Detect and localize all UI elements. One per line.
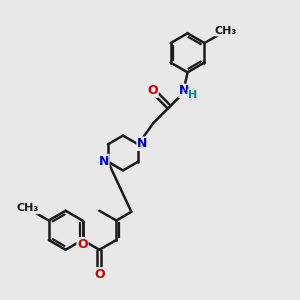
Text: O: O xyxy=(94,268,105,281)
Text: O: O xyxy=(147,84,158,97)
Text: O: O xyxy=(77,238,88,251)
Text: H: H xyxy=(188,90,197,100)
Text: N: N xyxy=(179,84,189,98)
Text: N: N xyxy=(137,137,148,150)
Text: CH₃: CH₃ xyxy=(17,203,39,214)
Text: CH₃: CH₃ xyxy=(215,26,237,36)
Text: N: N xyxy=(98,154,109,168)
